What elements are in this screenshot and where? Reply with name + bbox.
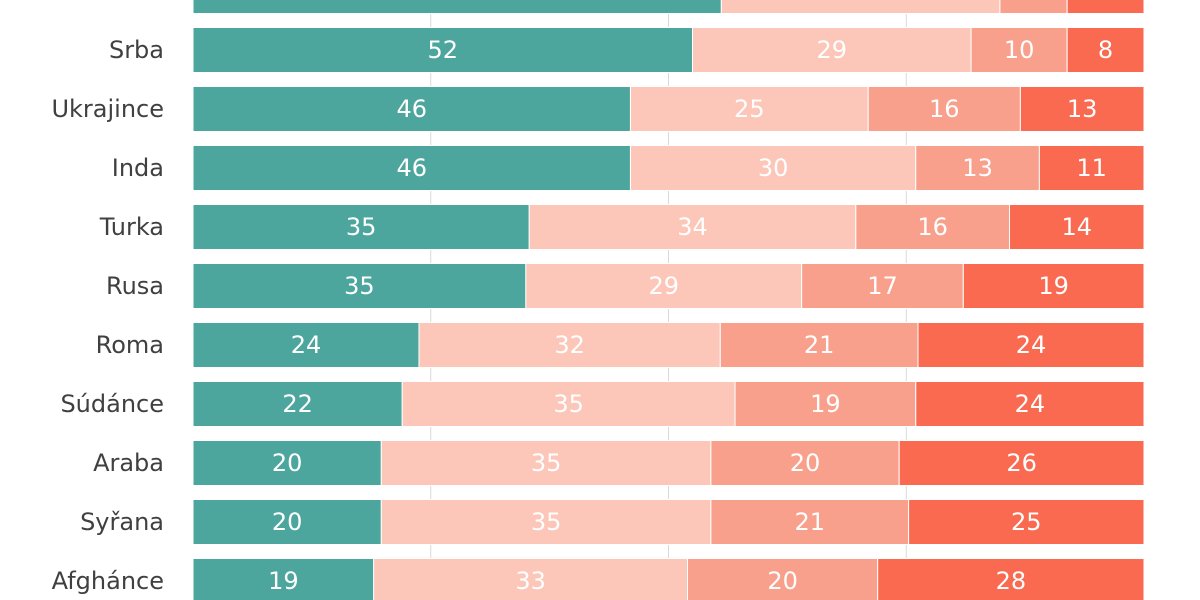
data-label: 21 <box>804 331 835 359</box>
data-label: 29 <box>648 272 679 300</box>
bar-segment <box>1038 145 1145 191</box>
category-label: Inda <box>112 154 164 182</box>
data-label: 25 <box>734 95 765 123</box>
bar-segment <box>192 27 694 73</box>
bar-segment <box>917 322 1145 368</box>
category-label: Afghánce <box>52 567 164 595</box>
bar-segment <box>380 440 712 486</box>
data-label: 16 <box>929 95 960 123</box>
data-label: 24 <box>1016 331 1047 359</box>
data-label: 13 <box>1067 95 1098 123</box>
data-label: 11 <box>1076 154 1107 182</box>
bar-segment <box>1066 0 1145 14</box>
data-label: 22 <box>282 390 313 418</box>
category-label: Srba <box>109 36 164 64</box>
data-label: 33 <box>515 567 546 595</box>
data-label: 20 <box>767 567 798 595</box>
bar-segment <box>192 558 375 600</box>
bar-segment <box>401 381 736 427</box>
bar-segment <box>877 558 1145 600</box>
bar-segment <box>192 0 722 14</box>
data-label: 35 <box>346 213 377 241</box>
bar-segment <box>192 145 631 191</box>
bar-segment <box>867 86 1021 132</box>
category-label: Ukrajince <box>51 95 164 123</box>
data-label: 24 <box>291 331 322 359</box>
bar-segment <box>525 263 803 309</box>
data-label: 14 <box>1061 213 1092 241</box>
data-label: 25 <box>1011 508 1042 536</box>
data-label: 29 <box>817 36 848 64</box>
bar-segment <box>719 322 919 368</box>
data-label: 26 <box>1006 449 1037 477</box>
bar-segment <box>629 86 869 132</box>
bar-segment <box>629 145 917 191</box>
data-label: 24 <box>1015 390 1046 418</box>
category-label: Súdánce <box>60 390 164 418</box>
category-label: Rusa <box>106 272 164 300</box>
category-label: Roma <box>96 331 164 359</box>
data-label: 19 <box>1038 272 1069 300</box>
bar-segment <box>373 558 689 600</box>
bar-segment <box>1009 204 1145 250</box>
data-label: 35 <box>344 272 375 300</box>
bar-segment <box>962 263 1145 309</box>
data-label: 35 <box>553 390 584 418</box>
bar-segment <box>908 499 1145 545</box>
data-label: 17 <box>867 272 898 300</box>
bar-segment <box>192 440 382 486</box>
bar-segment <box>418 322 721 368</box>
data-label: 20 <box>790 449 821 477</box>
bar-segment <box>898 440 1145 486</box>
category-labels: Srba Ukrajince Inda Turka Rusa Roma Súdánce Ara… <box>51 36 164 595</box>
data-label: 28 <box>996 567 1027 595</box>
bar-segment <box>192 381 403 427</box>
bars: 52 29 10 8 46 25 16 13 46 30 13 11 35 34 16 14 35 29 17 19 2… <box>192 0 1145 600</box>
category-label: Turka <box>99 213 164 241</box>
bar-segment <box>710 499 910 545</box>
data-label: 52 <box>427 36 458 64</box>
bar-segment <box>192 204 530 250</box>
data-label: 8 <box>1098 36 1113 64</box>
data-label: 30 <box>758 154 789 182</box>
data-label: 19 <box>268 567 299 595</box>
data-label: 16 <box>917 213 948 241</box>
bar-segment <box>970 27 1068 73</box>
bar-segment <box>710 440 900 486</box>
category-label: Araba <box>93 449 164 477</box>
data-label: 13 <box>962 154 993 182</box>
bar-segment <box>720 0 1001 14</box>
data-label: 19 <box>810 390 841 418</box>
bar-segment <box>192 322 420 368</box>
bar-segment <box>801 263 964 309</box>
bar-segment <box>855 204 1011 250</box>
data-label: 10 <box>1004 36 1035 64</box>
bar-segment <box>999 0 1068 14</box>
data-label: 46 <box>396 154 427 182</box>
bar-segment <box>1066 27 1145 73</box>
data-label: 46 <box>396 95 427 123</box>
bar-segment <box>915 145 1040 191</box>
bar-segment <box>192 499 382 545</box>
data-label: 35 <box>531 508 562 536</box>
bar-segment <box>192 263 527 309</box>
bar-segment <box>528 204 857 250</box>
data-label: 20 <box>272 449 303 477</box>
bar-segment <box>1019 86 1145 132</box>
data-label: 20 <box>272 508 303 536</box>
bar-segment <box>687 558 879 600</box>
bar-segment <box>692 27 972 73</box>
data-label: 21 <box>794 508 825 536</box>
data-label: 34 <box>677 213 708 241</box>
bar-segment <box>192 86 631 132</box>
data-label: 35 <box>531 449 562 477</box>
bar-segment <box>915 381 1145 427</box>
category-label: Syřana <box>80 508 164 536</box>
data-label: 32 <box>554 331 585 359</box>
